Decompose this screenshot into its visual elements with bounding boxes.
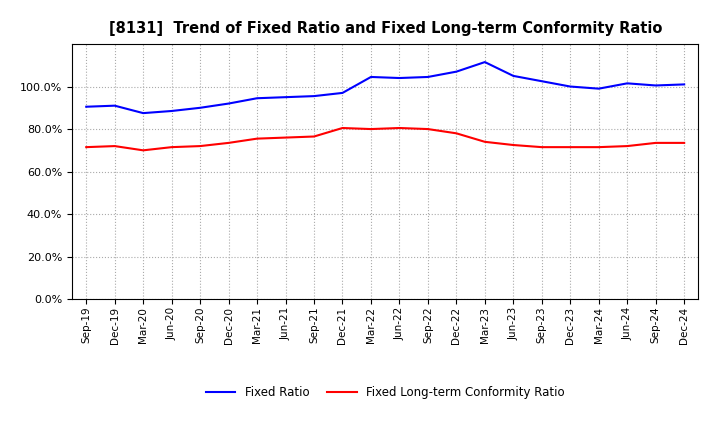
Fixed Ratio [196, 105, 204, 110]
Fixed Long-term Conformity Ratio [110, 143, 119, 149]
Fixed Long-term Conformity Ratio [253, 136, 261, 141]
Fixed Long-term Conformity Ratio [310, 134, 318, 139]
Fixed Long-term Conformity Ratio [452, 131, 461, 136]
Fixed Ratio [282, 95, 290, 100]
Fixed Long-term Conformity Ratio [82, 144, 91, 150]
Fixed Ratio [480, 59, 489, 65]
Fixed Long-term Conformity Ratio [566, 144, 575, 150]
Fixed Ratio [338, 90, 347, 95]
Fixed Ratio [423, 74, 432, 80]
Fixed Ratio [595, 86, 603, 92]
Fixed Ratio [452, 69, 461, 74]
Fixed Ratio [395, 75, 404, 81]
Legend: Fixed Ratio, Fixed Long-term Conformity Ratio: Fixed Ratio, Fixed Long-term Conformity … [201, 381, 570, 404]
Fixed Long-term Conformity Ratio [680, 140, 688, 146]
Fixed Long-term Conformity Ratio [366, 126, 375, 132]
Fixed Ratio [566, 84, 575, 89]
Fixed Ratio [623, 81, 631, 86]
Fixed Ratio [652, 83, 660, 88]
Fixed Long-term Conformity Ratio [480, 139, 489, 144]
Fixed Ratio [509, 73, 518, 78]
Fixed Ratio [310, 93, 318, 99]
Line: Fixed Long-term Conformity Ratio: Fixed Long-term Conformity Ratio [86, 128, 684, 150]
Line: Fixed Ratio: Fixed Ratio [86, 62, 684, 113]
Title: [8131]  Trend of Fixed Ratio and Fixed Long-term Conformity Ratio: [8131] Trend of Fixed Ratio and Fixed Lo… [109, 21, 662, 36]
Fixed Ratio [167, 108, 176, 114]
Fixed Ratio [110, 103, 119, 108]
Fixed Long-term Conformity Ratio [423, 126, 432, 132]
Fixed Long-term Conformity Ratio [338, 125, 347, 131]
Fixed Long-term Conformity Ratio [652, 140, 660, 146]
Fixed Long-term Conformity Ratio [509, 143, 518, 148]
Fixed Ratio [139, 110, 148, 116]
Fixed Ratio [537, 79, 546, 84]
Fixed Ratio [82, 104, 91, 110]
Fixed Long-term Conformity Ratio [225, 140, 233, 146]
Fixed Ratio [253, 95, 261, 101]
Fixed Long-term Conformity Ratio [139, 148, 148, 153]
Fixed Ratio [366, 74, 375, 80]
Fixed Ratio [680, 82, 688, 87]
Fixed Long-term Conformity Ratio [595, 144, 603, 150]
Fixed Long-term Conformity Ratio [623, 143, 631, 149]
Fixed Long-term Conformity Ratio [395, 125, 404, 131]
Fixed Ratio [225, 101, 233, 106]
Fixed Long-term Conformity Ratio [196, 143, 204, 149]
Fixed Long-term Conformity Ratio [537, 144, 546, 150]
Fixed Long-term Conformity Ratio [282, 135, 290, 140]
Fixed Long-term Conformity Ratio [167, 144, 176, 150]
